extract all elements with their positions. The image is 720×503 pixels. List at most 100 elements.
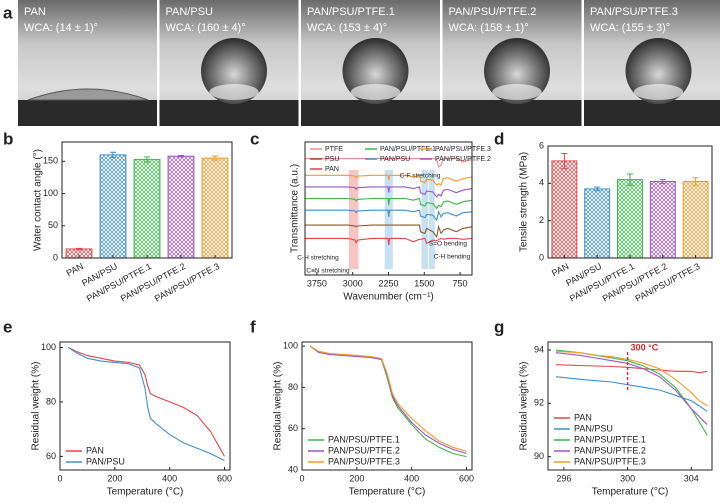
substrate	[584, 100, 720, 126]
band	[348, 170, 359, 269]
line	[305, 237, 473, 246]
legend-label: PTFE	[325, 146, 343, 153]
x-tick-label: 600	[459, 473, 474, 483]
legend-label: PAN	[574, 412, 592, 422]
x-tick-label: PAN	[65, 261, 85, 278]
x-tick-label: 750	[453, 278, 468, 288]
x-tick-label: 0	[299, 473, 304, 483]
error-bar	[659, 179, 666, 184]
panel-label: d	[494, 129, 504, 148]
x-axis-label: Temperature (°C)	[592, 487, 669, 498]
y-tick-label: 100	[41, 342, 56, 352]
y-tick-label: 50	[48, 220, 58, 230]
error-bar	[76, 247, 82, 251]
x-tick-label: 3750	[307, 278, 327, 288]
panel-label: e	[3, 317, 12, 336]
y-axis-label: Tensile strength (MPa)	[519, 152, 530, 252]
reflection	[209, 84, 259, 100]
band	[429, 170, 435, 269]
line	[67, 346, 225, 457]
error-bar	[110, 151, 116, 158]
substrate	[301, 100, 440, 126]
x-tick-label: 200	[107, 473, 122, 483]
legend-label: PSU	[325, 156, 339, 163]
photo-label: PAN/PSU/PTFE.2	[449, 6, 537, 18]
y-tick-label: 92	[534, 398, 544, 408]
legend-label: PAN/PSU	[574, 423, 613, 433]
plot-frame	[547, 341, 713, 471]
y-axis-label: Water contact angle (°)	[33, 149, 44, 251]
y-tick-label: 60	[46, 451, 56, 461]
bar	[201, 157, 229, 259]
y-axis-label: Transmittance (a.u.)	[290, 164, 301, 253]
bar	[551, 160, 578, 259]
y-tick-label: 100	[283, 341, 298, 351]
band	[421, 170, 429, 269]
bar	[133, 158, 161, 259]
bar	[649, 180, 676, 259]
line	[67, 346, 225, 461]
panel-label: f	[250, 317, 256, 336]
substrate	[18, 100, 157, 126]
x-tick-label: 2250	[378, 278, 398, 288]
photo-wca: WCA: (14 ± 1)°	[24, 22, 98, 34]
panel-label: b	[3, 129, 13, 148]
bar	[682, 180, 709, 259]
line	[305, 186, 473, 198]
droplet	[27, 88, 149, 101]
x-tick-label: 3000	[343, 278, 363, 288]
legend-label: PAN/PSU/PTFE.2	[328, 445, 400, 455]
x-tick-label: 304	[684, 473, 699, 483]
line	[305, 158, 473, 168]
legend-label: PAN/PSU/PTFE.1	[380, 146, 436, 153]
y-tick-label: 90	[534, 451, 544, 461]
reflection	[350, 84, 401, 100]
y-tick-label: 0	[53, 252, 58, 262]
y-tick-label: 6	[539, 140, 544, 150]
photo-wca: WCA: (153 ± 4)°	[307, 22, 387, 34]
error-bar	[212, 155, 218, 161]
plot-frame	[304, 141, 473, 276]
legend-label: PAN/PSU	[86, 456, 125, 466]
line	[309, 345, 467, 452]
plot-frame	[547, 145, 713, 259]
legend-label: PAN/PSU/PTFE.1	[328, 434, 400, 444]
y-axis-label: Residual weight (%)	[519, 362, 530, 451]
substrate	[442, 100, 582, 126]
legend-label: PAN	[86, 445, 104, 455]
y-tick-label: 150	[43, 156, 58, 166]
photo-label: PAN/PSU/PTFE.3	[590, 6, 678, 18]
annotation: C≡N stretching	[306, 268, 350, 275]
marker-label: 300 °C	[631, 342, 659, 352]
panel-label: c	[250, 129, 259, 148]
line	[555, 364, 708, 374]
band	[384, 170, 393, 269]
line	[305, 224, 473, 239]
photo-label: PAN/PSU	[166, 6, 214, 18]
legend-label: PAN/PSU/PTFE.3	[574, 456, 646, 466]
y-tick-label: 40	[288, 464, 298, 474]
photo-wca: WCA: (155 ± 3)°	[590, 22, 670, 34]
error-bar	[144, 156, 150, 163]
plot-frame	[59, 341, 231, 471]
error-bar	[692, 177, 699, 186]
y-tick-label: 94	[534, 344, 544, 354]
x-axis-label: Temperature (°C)	[107, 487, 184, 498]
photo-label: PAN	[24, 6, 46, 18]
bar	[167, 155, 195, 259]
legend-label: PAN/PSU/PTFE.1	[574, 434, 646, 444]
x-tick-label: 296	[556, 473, 571, 483]
legend-label: PAN/PSU/PTFE.3	[435, 146, 491, 153]
reflection	[492, 84, 542, 100]
line	[305, 174, 473, 187]
line	[305, 197, 473, 210]
legend-label: PAN/PSU/PTFE.2	[574, 445, 646, 455]
bar	[99, 154, 127, 259]
bar	[584, 188, 611, 259]
error-bar	[627, 173, 633, 186]
reflection	[633, 84, 684, 100]
photo-wca: WCA: (160 ± 4)°	[166, 22, 246, 34]
x-tick-label: PAN	[550, 261, 570, 278]
legend-label: PAN/PSU	[380, 156, 410, 163]
error-bar	[561, 152, 568, 169]
